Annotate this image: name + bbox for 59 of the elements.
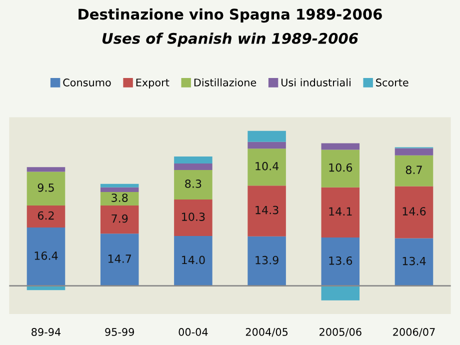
x-tick-label: 2004/05: [246, 328, 288, 337]
x-tick-label: 00-04: [178, 328, 208, 336]
bar: [100, 184, 139, 188]
bar: [174, 156, 212, 164]
legend-label: Distillazione: [194, 78, 256, 86]
data-label: 14.0: [182, 256, 205, 264]
x-tick-label: 95-99: [105, 328, 134, 336]
bar: [100, 187, 139, 192]
bar: [174, 164, 212, 170]
data-label: 13.9: [256, 256, 278, 264]
data-label: 8.3: [185, 180, 202, 188]
data-label: 6.2: [38, 211, 54, 220]
legend-label: Scorte: [376, 78, 408, 86]
data-label: 10.4: [256, 162, 279, 170]
bar: [394, 238, 434, 286]
bar: [26, 205, 66, 228]
data-label: 10.6: [329, 163, 352, 172]
bar: [174, 236, 212, 286]
bar: [394, 155, 434, 186]
bar: [248, 148, 286, 186]
bar: [26, 167, 66, 172]
data-label: 16.4: [34, 251, 58, 260]
bar: [248, 130, 286, 142]
data-label: 14.7: [108, 254, 132, 263]
data-label: 9.5: [38, 183, 54, 192]
legend-label: Consumo: [63, 78, 111, 86]
data-label: 3.8: [112, 194, 128, 202]
bar: [100, 234, 139, 286]
data-label: 7.9: [112, 214, 128, 223]
data-label: 13.4: [402, 256, 426, 266]
bar: [26, 172, 66, 206]
data-label: 13.6: [329, 256, 352, 265]
bar: [321, 150, 360, 188]
x-tick-label: 89-94: [32, 328, 61, 336]
legend-label: Usi industriali: [282, 78, 350, 86]
bar: [100, 192, 139, 206]
bar: [394, 148, 434, 156]
legend-label: Export: [136, 78, 170, 88]
chart-title: Destinazione vino Spagna 1989-2006: [78, 8, 382, 23]
bar: [248, 142, 286, 149]
bar: [321, 143, 360, 150]
bar: [26, 228, 66, 286]
bar: [100, 205, 139, 234]
bar: [321, 187, 360, 238]
data-label: 14.3: [256, 206, 278, 214]
data-label: 14.6: [402, 207, 426, 216]
data-label: 14.1: [329, 207, 352, 216]
chart-subtitle: Uses of Spanish win 1989-2006: [102, 32, 358, 47]
bar: [248, 236, 286, 286]
x-tick-label: 2005/06: [320, 328, 362, 337]
x-tick-label: 2006/07: [393, 328, 435, 337]
bar: [321, 237, 360, 286]
bar: [174, 170, 212, 200]
bar: [248, 186, 286, 236]
bar: [394, 186, 434, 238]
data-label: 10.3: [182, 212, 205, 221]
bar: [321, 286, 360, 300]
data-label: 8.7: [406, 166, 422, 174]
bar: [174, 199, 212, 236]
